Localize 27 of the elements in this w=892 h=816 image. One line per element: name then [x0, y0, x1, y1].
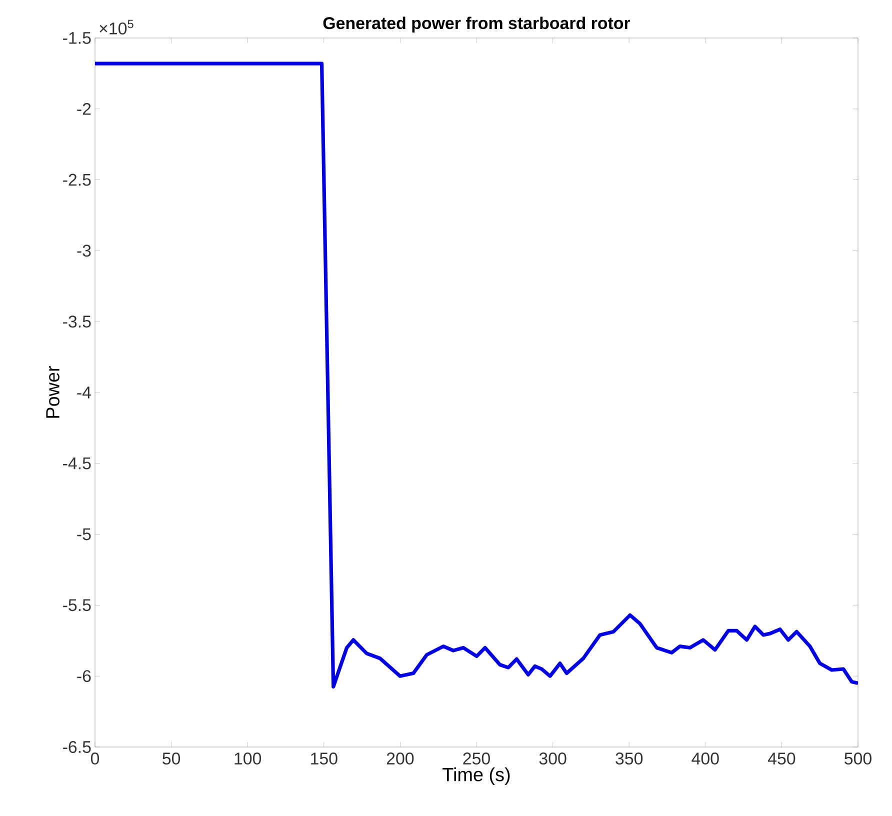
- x-tick-label: 200: [386, 752, 414, 765]
- y-tick-label: -3.5: [63, 316, 91, 328]
- y-tick-label: -3: [77, 244, 91, 257]
- y-tick-label: -2.5: [63, 174, 91, 186]
- y-tick-label: -1.5: [63, 32, 91, 44]
- y-tick-label: -5: [77, 528, 91, 540]
- x-tick-label: 450: [768, 752, 796, 765]
- y-axis-title: Power: [46, 366, 60, 418]
- x-tick-label: 350: [616, 752, 643, 765]
- y-tick-label: -4.5: [63, 457, 91, 470]
- y-tick-label: -5.5: [63, 599, 91, 612]
- x-tick-label: 50: [162, 752, 180, 765]
- y-tick-label: -2: [77, 102, 91, 115]
- x-tick-label: 0: [90, 752, 100, 765]
- x-tick-label: 500: [844, 752, 872, 765]
- text: ×10$^{5}$: [100, 20, 134, 34]
- y-tick-label: -6: [77, 670, 91, 682]
- line-series: [95, 62, 858, 689]
- x-tick-label: 100: [234, 752, 262, 765]
- y-tick-label: -4: [77, 386, 91, 398]
- x-tick-label: 300: [539, 752, 566, 765]
- x-tick-label: 150: [311, 752, 338, 765]
- chart-title: Generated power from starboard rotor: [323, 16, 630, 32]
- x-tick-label: 400: [692, 752, 719, 765]
- x-tick-label: 250: [463, 752, 490, 765]
- x-axis-title: Time (s): [442, 767, 510, 785]
- y-tick-label: -6.5: [63, 741, 91, 753]
